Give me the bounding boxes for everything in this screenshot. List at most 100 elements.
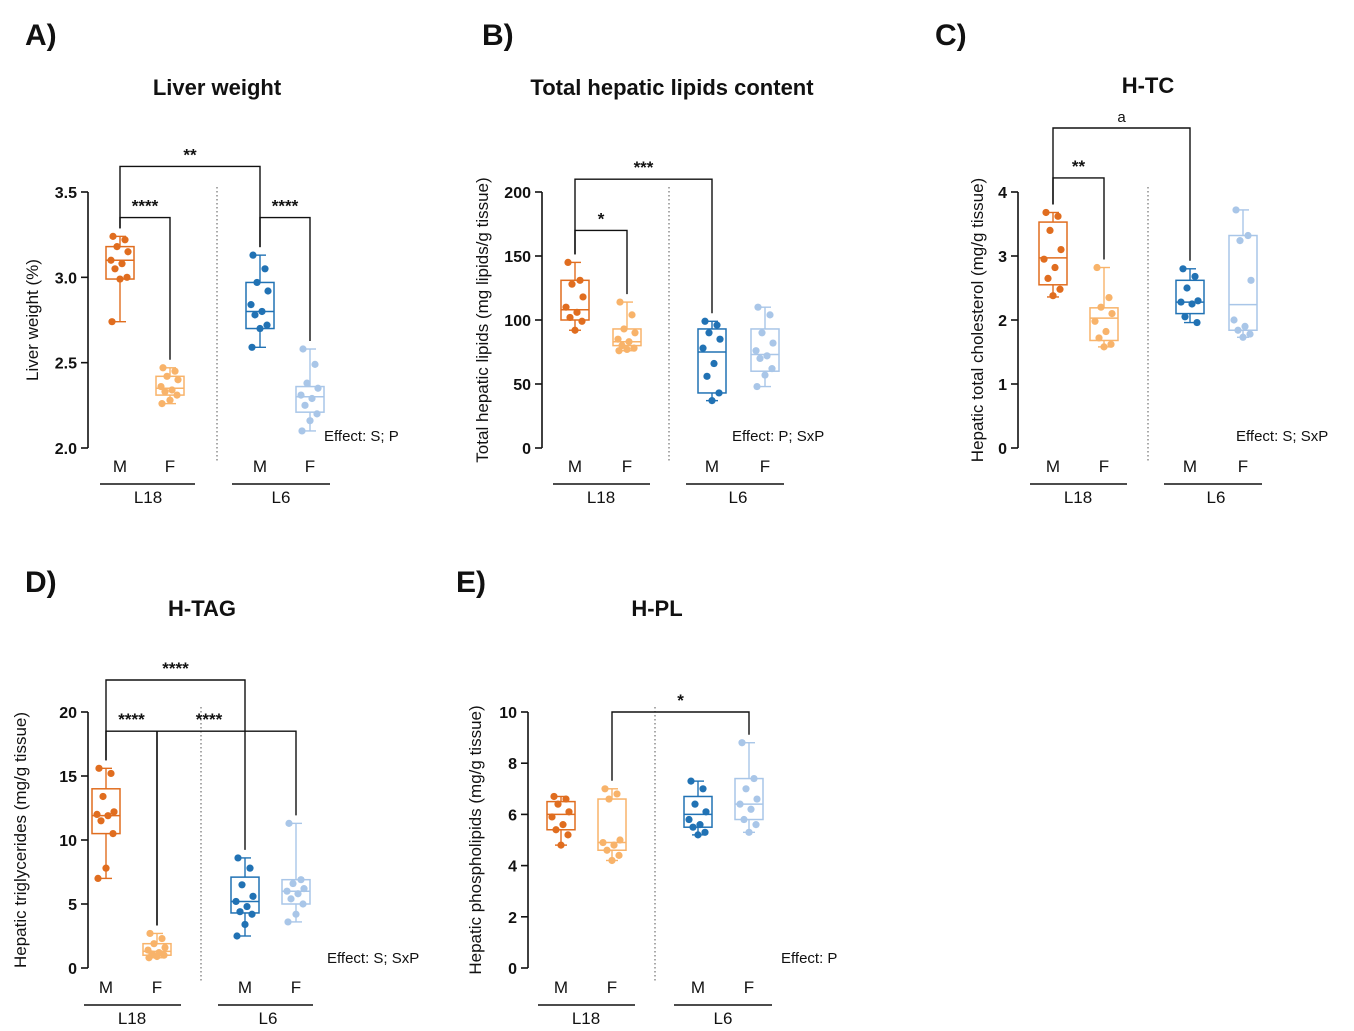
effect-note: Effect: P; SxP bbox=[732, 428, 824, 445]
data-point bbox=[753, 795, 761, 803]
y-tick-label: 3 bbox=[998, 249, 1007, 266]
series-l18-male bbox=[105, 232, 135, 326]
y-tick-label: 3.0 bbox=[55, 270, 77, 287]
box-iqr bbox=[1175, 279, 1205, 315]
data-point bbox=[752, 347, 760, 355]
data-point bbox=[565, 808, 573, 816]
y-tick-label: 150 bbox=[504, 249, 531, 266]
effect-note: Effect: P bbox=[781, 950, 837, 967]
series-l6-female bbox=[1228, 206, 1258, 341]
panel-e-h-pl: E) H-PL 0 2 4 6 8 10 Hepatic phospholipids (mg/g… bbox=[456, 566, 837, 1028]
data-point bbox=[173, 391, 181, 399]
data-point bbox=[557, 841, 565, 849]
data-point bbox=[1097, 303, 1105, 311]
data-point bbox=[630, 344, 638, 352]
data-point bbox=[153, 952, 161, 961]
x-category-label: M bbox=[1046, 457, 1060, 476]
data-point bbox=[233, 932, 241, 940]
data-point bbox=[258, 307, 266, 316]
data-point bbox=[299, 900, 307, 908]
bracket-line bbox=[611, 711, 750, 781]
panel-c-h-tc: C) H-TC 0 1 2 3 4 Hepatic total cholesterol (mg… bbox=[935, 19, 1328, 507]
y-tick-label: 20 bbox=[59, 705, 77, 722]
y-axis-label: Total hepatic lipids (mg lipids/g tissue… bbox=[473, 177, 492, 462]
data-point bbox=[687, 777, 695, 785]
data-point bbox=[171, 367, 179, 375]
data-point bbox=[289, 879, 297, 888]
data-point bbox=[615, 347, 623, 355]
y-tick-label: 50 bbox=[513, 377, 531, 394]
data-point bbox=[306, 417, 314, 425]
x-category-label: M bbox=[238, 978, 252, 997]
data-point bbox=[314, 384, 322, 392]
data-point bbox=[579, 293, 587, 301]
y-tick-label: 3.5 bbox=[55, 185, 77, 202]
data-point bbox=[571, 326, 579, 334]
box-iqr bbox=[230, 876, 260, 914]
data-point bbox=[118, 260, 126, 268]
panel-label: B) bbox=[482, 19, 514, 52]
y-tick-label: 1 bbox=[998, 377, 1007, 394]
data-point bbox=[163, 372, 171, 380]
data-point bbox=[234, 854, 242, 862]
x-category-label: F bbox=[1099, 457, 1109, 476]
data-point bbox=[1100, 343, 1108, 351]
data-point bbox=[1232, 206, 1240, 214]
data-point bbox=[111, 265, 119, 273]
data-point bbox=[308, 394, 316, 403]
data-point bbox=[1234, 326, 1242, 334]
data-point bbox=[1054, 212, 1062, 220]
data-point bbox=[740, 815, 748, 824]
x-category-label: F bbox=[291, 978, 301, 997]
data-point bbox=[1046, 226, 1054, 234]
data-point bbox=[251, 311, 259, 319]
data-point bbox=[605, 795, 613, 803]
data-point bbox=[1093, 263, 1101, 272]
group-label: L6 bbox=[259, 1009, 278, 1028]
data-point bbox=[573, 308, 581, 316]
data-point bbox=[110, 808, 118, 816]
significance-label: **** bbox=[132, 197, 159, 216]
data-point bbox=[620, 325, 628, 333]
panel-label: A) bbox=[25, 19, 57, 52]
data-point bbox=[1049, 292, 1057, 300]
x-category-label: M bbox=[99, 978, 113, 997]
significance-label: *** bbox=[634, 158, 654, 177]
data-point bbox=[159, 364, 167, 372]
series-l18-male bbox=[91, 764, 121, 883]
panel-d-h-tag: D) H-TAG 0 5 10 15 20 Hepatic triglycerides (mg… bbox=[11, 566, 419, 1028]
data-point bbox=[562, 795, 570, 803]
significance-label: * bbox=[677, 691, 684, 710]
data-point bbox=[248, 910, 256, 918]
group-label: L18 bbox=[587, 488, 615, 507]
box-iqr bbox=[546, 800, 576, 831]
series-l18-female bbox=[612, 298, 642, 355]
effect-note: Effect: S; SxP bbox=[1236, 428, 1328, 445]
x-category-label: M bbox=[691, 978, 705, 997]
series-l6-male bbox=[697, 317, 727, 405]
series-l18-male bbox=[546, 792, 576, 849]
data-point bbox=[603, 846, 611, 854]
group-label: L6 bbox=[272, 488, 291, 507]
x-category-label: F bbox=[607, 978, 617, 997]
x-category-label: F bbox=[760, 457, 770, 476]
chart-title: Total hepatic lipids content bbox=[530, 75, 814, 100]
data-point bbox=[753, 382, 761, 391]
data-point bbox=[1247, 276, 1255, 284]
y-tick-label: 2.0 bbox=[55, 441, 77, 458]
x-category-label: M bbox=[1183, 457, 1197, 476]
data-point bbox=[701, 317, 709, 325]
data-point bbox=[608, 856, 616, 865]
data-point bbox=[174, 376, 182, 384]
data-point bbox=[123, 273, 131, 281]
data-point bbox=[768, 365, 776, 373]
data-point bbox=[97, 817, 105, 825]
group-label: L18 bbox=[572, 1009, 600, 1028]
data-point bbox=[562, 303, 570, 311]
data-point bbox=[696, 821, 704, 829]
data-point bbox=[601, 785, 609, 793]
data-point bbox=[1040, 255, 1048, 263]
data-point bbox=[554, 800, 562, 808]
data-point bbox=[613, 790, 621, 798]
data-point bbox=[701, 828, 709, 836]
